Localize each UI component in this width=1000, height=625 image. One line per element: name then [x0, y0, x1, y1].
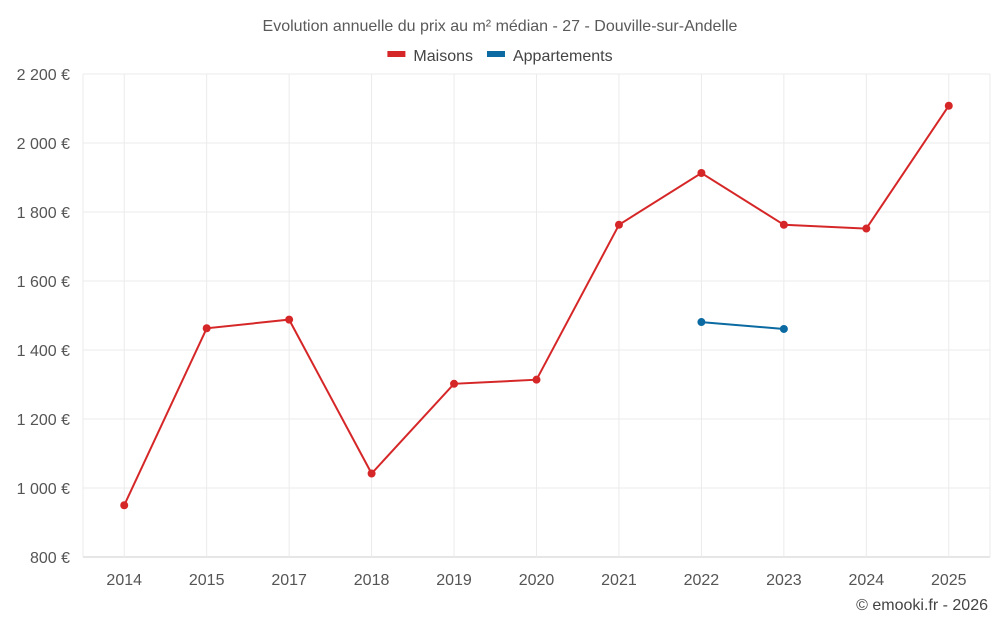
x-tick-label: 2017 [271, 572, 307, 589]
x-tick-label: 2020 [519, 572, 555, 589]
y-tick-label: 1 600 € [17, 274, 70, 291]
y-tick-label: 1 800 € [17, 205, 70, 222]
data-point-maisons[interactable] [367, 469, 376, 478]
y-axis-ticks: 800 € 1 000 € 1 200 € 1 400 € 1 600 € 1 800 €… [17, 67, 70, 567]
legend-label-appartements[interactable]: Appartements [513, 48, 613, 65]
y-tick-label: 2 200 € [17, 67, 70, 84]
x-tick-label: 2022 [684, 572, 720, 589]
data-point-maisons[interactable] [285, 315, 294, 324]
x-tick-label: 2015 [189, 572, 225, 589]
y-tick-label: 1 400 € [17, 343, 70, 360]
x-tick-label: 2024 [849, 572, 885, 589]
y-tick-label: 1 200 € [17, 412, 70, 429]
x-tick-label: 2014 [106, 572, 142, 589]
data-point-maisons[interactable] [202, 324, 211, 333]
data-point-appartements[interactable] [697, 318, 706, 327]
x-tick-label: 2021 [601, 572, 637, 589]
x-tick-label: 2023 [766, 572, 802, 589]
x-tick-label: 2019 [436, 572, 472, 589]
legend-label-maisons[interactable]: Maisons [413, 48, 473, 65]
chart-title: Evolution annuelle du prix au m² médian … [263, 18, 738, 35]
data-point-maisons[interactable] [944, 101, 953, 110]
grid-lines [82, 73, 991, 558]
data-point-appartements[interactable] [779, 324, 788, 333]
x-tick-label: 2025 [931, 572, 967, 589]
credit-text: © emooki.fr - 2026 [856, 597, 988, 614]
legend-swatch-appartements[interactable] [486, 51, 505, 57]
data-point-maisons[interactable] [697, 169, 706, 178]
legend: Maisons Appartements [387, 48, 613, 65]
data-point-maisons[interactable] [450, 379, 459, 388]
x-tick-label: 2018 [354, 572, 390, 589]
legend-swatch-maisons[interactable] [387, 51, 406, 57]
data-point-maisons[interactable] [779, 220, 788, 229]
series-line-appartements [701, 321, 784, 330]
data-point-maisons[interactable] [120, 501, 129, 510]
data-point-maisons[interactable] [614, 220, 623, 229]
y-tick-label: 800 € [30, 550, 70, 567]
y-tick-label: 1 000 € [17, 481, 70, 498]
series-group [120, 101, 953, 510]
data-point-maisons[interactable] [862, 224, 871, 233]
data-point-maisons[interactable] [532, 375, 541, 384]
x-axis-ticks: 2014 2015 2017 2018 2019 2020 2021 2022 2023 2024… [106, 572, 966, 589]
y-tick-label: 2 000 € [17, 136, 70, 153]
